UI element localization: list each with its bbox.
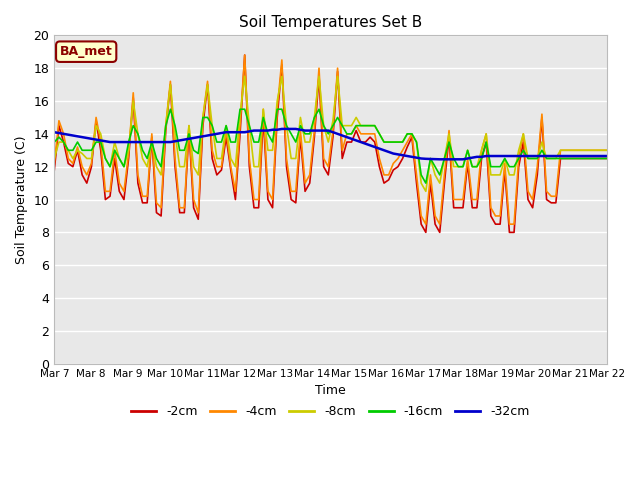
X-axis label: Time: Time [316, 384, 346, 397]
Title: Soil Temperatures Set B: Soil Temperatures Set B [239, 15, 422, 30]
Legend: -2cm, -4cm, -8cm, -16cm, -32cm: -2cm, -4cm, -8cm, -16cm, -32cm [127, 400, 535, 423]
Text: BA_met: BA_met [60, 45, 113, 58]
Y-axis label: Soil Temperature (C): Soil Temperature (C) [15, 135, 28, 264]
